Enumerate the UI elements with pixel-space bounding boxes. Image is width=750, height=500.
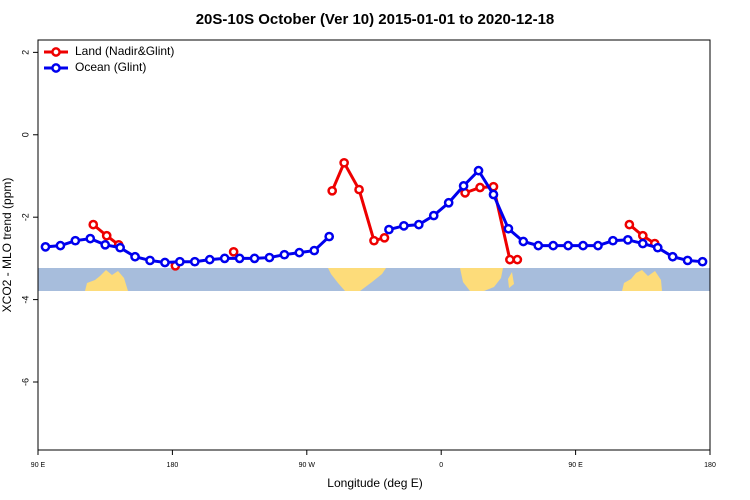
data-point: [608, 235, 618, 246]
data-point: [637, 238, 648, 249]
data-point: [175, 256, 185, 267]
data-point: [578, 240, 588, 251]
y-tick-label: -6: [20, 378, 30, 386]
data-point: [130, 251, 140, 262]
data-point: [309, 245, 320, 256]
legend-marker: [51, 47, 61, 57]
data-point: [682, 255, 693, 266]
chart-title: 20S-10S October (Ver 10) 2015-01-01 to 2…: [196, 11, 555, 28]
data-point: [234, 253, 245, 264]
data-point: [503, 223, 514, 234]
data-point: [100, 239, 111, 250]
x-tick-label: 0: [439, 462, 443, 469]
data-point: [443, 197, 454, 208]
x-tick-label: 180: [167, 462, 179, 469]
data-point: [473, 165, 484, 176]
series-line: [45, 168, 703, 265]
data-point: [189, 256, 200, 267]
data-point: [518, 236, 529, 247]
data-point: [85, 233, 96, 244]
data-point: [563, 240, 573, 251]
data-point: [294, 247, 305, 258]
data-point: [413, 219, 424, 230]
data-point: [488, 189, 499, 200]
data-point: [219, 253, 230, 264]
data-point: [379, 232, 390, 243]
data-point: [339, 157, 349, 168]
y-tick-label: -4: [20, 296, 30, 304]
data-point: [324, 231, 335, 242]
data-point: [652, 242, 663, 253]
x-tick-label: 90 E: [31, 462, 46, 469]
data-point: [475, 182, 485, 193]
plot-frame: [37, 39, 711, 451]
data-point: [512, 254, 523, 265]
data-point: [697, 256, 708, 267]
legend-marker: [51, 63, 61, 73]
data-point: [88, 219, 99, 230]
data-point: [533, 240, 544, 251]
x-axis-label: Longitude (deg E): [327, 476, 422, 490]
data-point: [228, 246, 239, 257]
data-point: [204, 254, 215, 265]
x-tick-label: 180: [704, 462, 716, 469]
data-point: [160, 257, 170, 268]
data-point: [70, 235, 81, 246]
x-tick-label: 90 E: [568, 462, 583, 469]
data-point: [399, 220, 409, 231]
data-point: [369, 235, 379, 246]
data-point: [548, 240, 559, 251]
data-point: [637, 230, 648, 241]
data-point: [428, 210, 439, 221]
legend-label: Land (Nadir&Glint): [75, 44, 174, 58]
y-tick-label: -2: [20, 213, 30, 221]
map-strip: [38, 268, 710, 291]
data-point: [101, 230, 112, 241]
y-axis-label: XCO2 - MLO trend (ppm): [0, 178, 14, 313]
legend-label: Ocean (Glint): [75, 60, 146, 74]
data-point: [458, 181, 469, 191]
data-point: [505, 254, 515, 265]
data-point: [40, 242, 51, 252]
data-point: [55, 240, 66, 251]
data-point: [354, 184, 364, 195]
data-point: [593, 240, 603, 251]
data-point: [145, 255, 155, 266]
x-tick-label: 90 W: [299, 462, 316, 469]
data-point: [264, 252, 275, 263]
data-point: [623, 234, 633, 245]
y-tick-label: 2: [20, 50, 30, 55]
data-point: [115, 242, 125, 253]
data-point: [327, 185, 338, 196]
data-point: [667, 251, 678, 262]
data-point: [279, 249, 290, 260]
data-point: [249, 253, 260, 264]
y-tick-label: 0: [20, 132, 30, 137]
data-point: [384, 224, 394, 235]
data-point: [624, 219, 635, 230]
